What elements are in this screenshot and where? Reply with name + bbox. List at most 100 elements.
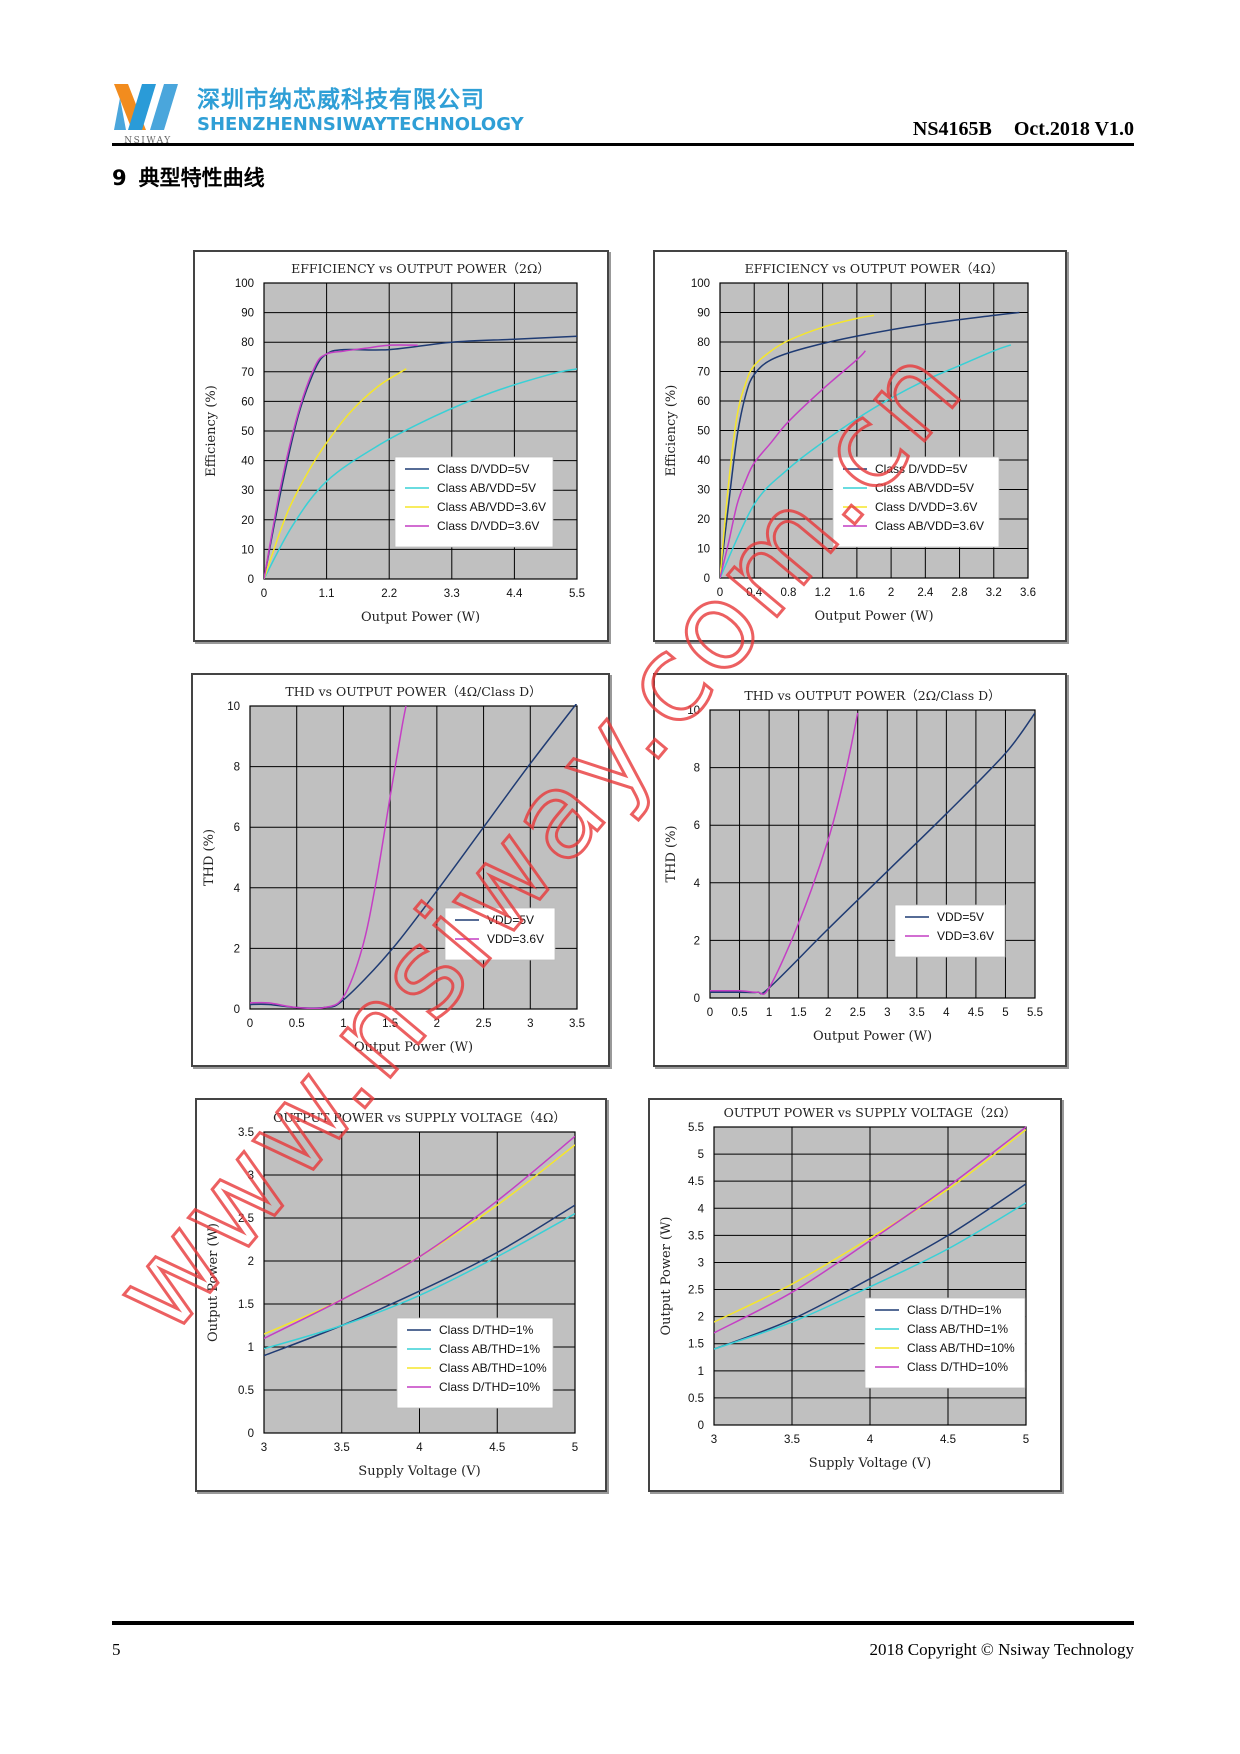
y-axis-label: Output Power (W)	[659, 1216, 674, 1335]
legend-label: VDD=3.6V	[937, 929, 994, 943]
y-tick-label: 2.5	[688, 1285, 704, 1297]
y-tick-label: 20	[697, 514, 710, 526]
y-tick-label: 60	[241, 396, 254, 408]
series-line	[264, 344, 418, 579]
y-tick-label: 0	[248, 574, 254, 586]
chart-svg: OUTPUT POWER vs SUPPLY VOLTAGE（2Ω） 3 3.5 4 4…	[659, 1105, 1029, 1471]
legend-label: Class AB/THD=10%	[907, 1341, 1015, 1355]
x-tick-label: 2.5	[476, 1018, 492, 1030]
y-tick-label: 2	[698, 1312, 704, 1324]
chart-panel-power-vs-voltage-4ohm: OUTPUT POWER vs SUPPLY VOLTAGE（4Ω） 3 3.5 4 4…	[195, 1098, 607, 1492]
y-tick-label: 40	[241, 456, 254, 468]
y-tick-label: 6	[694, 820, 700, 832]
chart-svg: EFFICIENCY vs OUTPUT POWER（4Ω） 0 0.4 0.8 1.2…	[664, 261, 1036, 624]
y-tick-label: 60	[697, 396, 710, 408]
x-tick-label: 5	[1023, 1434, 1029, 1446]
y-tick-label: 50	[241, 426, 254, 438]
x-tick-label: 0.8	[780, 587, 796, 599]
x-tick-label: 0	[261, 588, 267, 600]
x-tick-label: 0	[247, 1018, 253, 1030]
logo-blue-stroke-3	[114, 98, 126, 130]
x-tick-label: 1.5	[791, 1007, 807, 1019]
y-tick-label: 30	[697, 485, 710, 497]
plot-border	[713, 1126, 1027, 1426]
x-tick-label: 5	[572, 1442, 578, 1454]
legend-label: Class AB/THD=10%	[439, 1361, 547, 1375]
x-tick-label: 1.2	[815, 587, 831, 599]
legend-label: Class D/THD=1%	[907, 1303, 1002, 1317]
x-axis-label: Supply Voltage (V)	[809, 1456, 931, 1471]
x-tick-label: 4.5	[968, 1007, 984, 1019]
y-tick-label: 40	[697, 455, 710, 467]
chart-title: THD vs OUTPUT POWER（4Ω/Class D）	[285, 684, 541, 699]
y-tick-label: 0	[704, 573, 710, 585]
x-tick-label: 4	[867, 1434, 874, 1446]
x-tick-label: 2	[825, 1007, 831, 1019]
series-line	[720, 314, 875, 578]
series-line	[264, 1204, 575, 1357]
chart-panel-thd-4ohm: THD vs OUTPUT POWER（4Ω/Class D） 0 0.5 1 1.5 2…	[191, 673, 610, 1067]
chart-svg: OUTPUT POWER vs SUPPLY VOLTAGE（4Ω） 3 3.5 4 4…	[206, 1110, 578, 1479]
x-tick-label: 2.8	[952, 587, 968, 599]
x-tick-label: 3.5	[569, 1018, 585, 1030]
x-tick-label: 3.5	[784, 1434, 800, 1446]
x-tick-label: 3	[884, 1007, 890, 1019]
y-tick-label: 2	[248, 1256, 254, 1268]
legend-label: Class AB/VDD=3.6V	[875, 519, 984, 533]
legend-box	[894, 904, 1006, 958]
x-tick-label: 0.5	[732, 1007, 748, 1019]
x-tick-label: 4	[943, 1007, 950, 1019]
y-tick-label: 10	[697, 544, 710, 556]
series-line	[264, 368, 577, 579]
y-tick-label: 4	[698, 1203, 705, 1215]
plot-border	[709, 709, 1036, 999]
y-tick-label: 4	[694, 878, 701, 890]
y-tick-label: 4.5	[688, 1176, 704, 1188]
y-tick-label: 0	[234, 1004, 240, 1016]
y-tick-label: 2	[234, 943, 240, 955]
x-tick-label: 3.3	[444, 588, 460, 600]
x-axis-label: Supply Voltage (V)	[358, 1464, 480, 1479]
x-tick-label: 3.2	[986, 587, 1002, 599]
y-tick-label: 50	[697, 426, 710, 438]
x-tick-label: 1.6	[849, 587, 865, 599]
y-tick-label: 90	[697, 308, 710, 320]
chart-svg: THD vs OUTPUT POWER（4Ω/Class D） 0 0.5 1 1.5 2…	[202, 684, 585, 1055]
y-tick-label: 1	[698, 1366, 704, 1378]
x-tick-label: 0	[707, 1007, 713, 1019]
x-tick-label: 1.1	[319, 588, 335, 600]
series-line	[720, 344, 1012, 578]
plot-border	[719, 282, 1029, 579]
legend-box	[832, 456, 1000, 548]
x-tick-label: 2.2	[381, 588, 397, 600]
legend-label: Class D/THD=10%	[439, 1380, 540, 1394]
x-axis-label: Output Power (W)	[814, 609, 933, 624]
y-tick-label: 2.5	[238, 1213, 254, 1225]
x-tick-label: 2.4	[917, 587, 934, 599]
legend-label: Class AB/THD=1%	[439, 1342, 540, 1356]
chart-svg: EFFICIENCY vs OUTPUT POWER（2Ω） 0 1.1 2.2 3.3…	[204, 261, 585, 625]
chart-title: THD vs OUTPUT POWER（2Ω/Class D）	[744, 688, 1000, 703]
legend-label: Class AB/THD=1%	[907, 1322, 1008, 1336]
copyright-notice: 2018 Copyright © Nsiway Technology	[869, 1640, 1134, 1659]
x-tick-label: 2	[888, 587, 894, 599]
series-line	[710, 712, 859, 995]
y-tick-label: 80	[241, 337, 254, 349]
footer-rule	[112, 1621, 1134, 1625]
series-line	[714, 1129, 1026, 1323]
y-axis-label: Efficiency (%)	[204, 385, 219, 477]
logo-blue-stroke-2	[150, 84, 178, 130]
y-tick-label: 5	[698, 1149, 704, 1161]
y-tick-label: 3.5	[688, 1230, 704, 1242]
series-line	[250, 705, 407, 1009]
y-tick-label: 0	[694, 993, 700, 1005]
x-axis-label: Output Power (W)	[813, 1029, 932, 1044]
x-tick-label: 5.5	[569, 588, 585, 600]
y-tick-label: 10	[227, 701, 240, 713]
page-number: 5	[112, 1640, 121, 1659]
revision: Oct.2018 V1.0	[1013, 118, 1134, 140]
y-tick-label: 1.5	[238, 1299, 254, 1311]
y-axis-label: Efficiency (%)	[664, 385, 679, 477]
series-line	[264, 368, 407, 579]
x-tick-label: 3	[711, 1434, 717, 1446]
